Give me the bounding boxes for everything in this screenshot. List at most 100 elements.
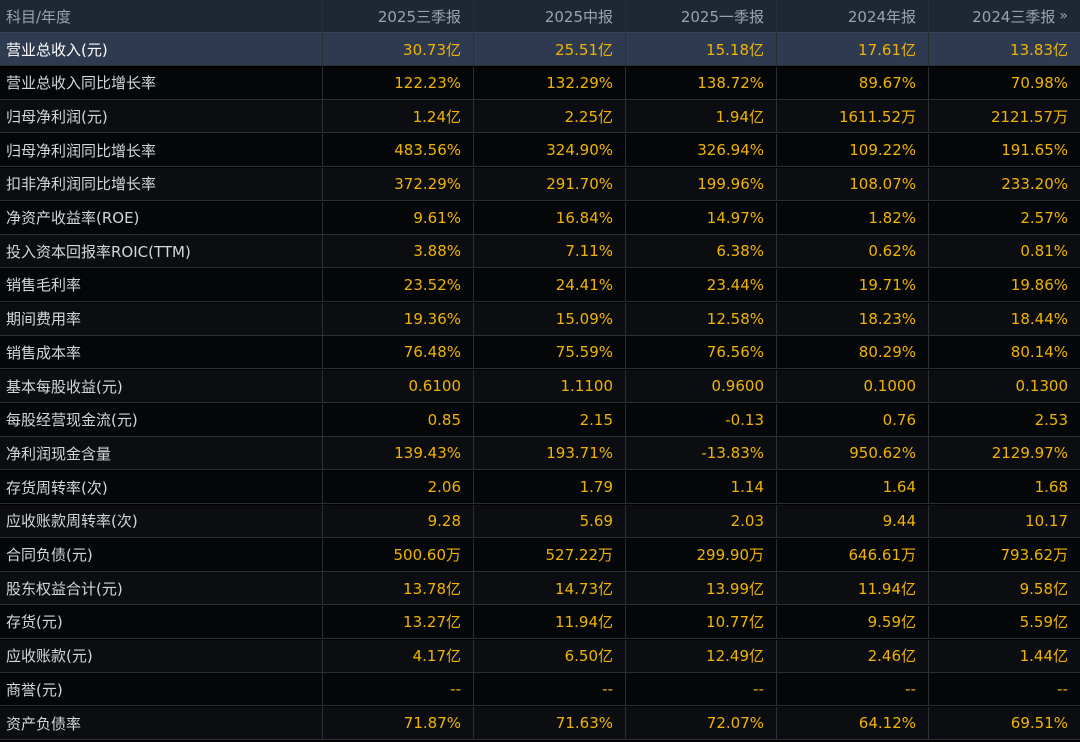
value-cell: 18.44%	[929, 302, 1080, 336]
value-cell: 15.18亿	[626, 33, 777, 66]
table-row[interactable]: 商誉(元) -- -- -- -- --	[0, 673, 1080, 707]
value-cell: 5.69	[474, 504, 626, 538]
value-cell: 1.68	[929, 471, 1080, 505]
value-cell: 1.82%	[777, 201, 929, 235]
table-row[interactable]: 应收账款(元) 4.17亿 6.50亿 12.49亿 2.46亿 1.44亿	[0, 639, 1080, 673]
value-cell: 10.77亿	[626, 605, 777, 639]
value-cell: 7.11%	[474, 235, 626, 269]
table-row[interactable]: 归母净利润(元) 1.24亿 2.25亿 1.94亿 1611.52万 2121.57万	[0, 100, 1080, 134]
value-cell: 0.62%	[777, 235, 929, 269]
value-cell: 6.38%	[626, 235, 777, 269]
value-cell: 1.44亿	[929, 639, 1080, 673]
value-cell: 1.24亿	[323, 100, 474, 134]
value-cell: --	[929, 673, 1080, 707]
value-cell: 2.46亿	[777, 639, 929, 673]
value-cell: 16.84%	[474, 201, 626, 235]
table-row[interactable]: 每股经营现金流(元) 0.85 2.15 -0.13 0.76 2.53	[0, 403, 1080, 437]
value-cell: 326.94%	[626, 134, 777, 168]
table-row[interactable]: 归母净利润同比增长率 483.56% 324.90% 326.94% 109.22% 19…	[0, 134, 1080, 168]
row-label: 股东权益合计(元)	[0, 572, 323, 606]
row-label: 商誉(元)	[0, 673, 323, 707]
value-cell: 64.12%	[777, 707, 929, 740]
value-cell: 13.99亿	[626, 572, 777, 606]
value-cell: 0.81%	[929, 235, 1080, 269]
value-cell: --	[323, 673, 474, 707]
value-cell: 9.28	[323, 504, 474, 538]
value-cell: 17.61亿	[777, 33, 929, 66]
column-header[interactable]: 2025中报	[474, 0, 626, 33]
table-row[interactable]: 合同负债(元) 500.60万 527.22万 299.90万 646.61万 793.6…	[0, 538, 1080, 572]
value-cell: 527.22万	[474, 538, 626, 572]
row-label: 销售毛利率	[0, 268, 323, 302]
value-cell: 2121.57万	[929, 100, 1080, 134]
column-header-label: 2024三季报	[972, 7, 1056, 26]
value-cell: 0.1000	[777, 370, 929, 403]
value-cell: 13.78亿	[323, 572, 474, 606]
table-row[interactable]: 股东权益合计(元) 13.78亿 14.73亿 13.99亿 11.94亿 9.58亿	[0, 572, 1080, 606]
row-label: 存货(元)	[0, 605, 323, 639]
table-row[interactable]: 存货(元) 13.27亿 11.94亿 10.77亿 9.59亿 5.59亿	[0, 605, 1080, 639]
column-header[interactable]: 2025三季报	[323, 0, 474, 33]
value-cell: 72.07%	[626, 707, 777, 740]
value-cell: 138.72%	[626, 66, 777, 100]
value-cell: 19.86%	[929, 268, 1080, 302]
value-cell: 80.29%	[777, 336, 929, 370]
value-cell: 30.73亿	[323, 33, 474, 66]
row-label: 归母净利润同比增长率	[0, 134, 323, 168]
value-cell: 109.22%	[777, 134, 929, 168]
table-row[interactable]: 销售成本率 76.48% 75.59% 76.56% 80.29% 80.14%	[0, 336, 1080, 370]
double-chevron-right-icon[interactable]: »	[1059, 8, 1068, 24]
value-cell: 793.62万	[929, 538, 1080, 572]
value-cell: 0.9600	[626, 370, 777, 403]
table-header-row: 科目/年度 2025三季报 2025中报 2025一季报 2024年报 2024…	[0, 0, 1080, 33]
value-cell: -0.13	[626, 403, 777, 437]
value-cell: 950.62%	[777, 437, 929, 471]
row-label: 期间费用率	[0, 302, 323, 336]
value-cell: 132.29%	[474, 66, 626, 100]
value-cell: 1.64	[777, 471, 929, 505]
value-cell: 80.14%	[929, 336, 1080, 370]
column-header[interactable]: 2025一季报	[626, 0, 777, 33]
table-row[interactable]: 扣非净利润同比增长率 372.29% 291.70% 199.96% 108.07% 23…	[0, 167, 1080, 201]
table-row[interactable]: 资产负债率 71.87% 71.63% 72.07% 64.12% 69.51%	[0, 707, 1080, 740]
row-label: 净资产收益率(ROE)	[0, 201, 323, 235]
table-row[interactable]: 期间费用率 19.36% 15.09% 12.58% 18.23% 18.44%	[0, 302, 1080, 336]
table-row[interactable]: 应收账款周转率(次) 9.28 5.69 2.03 9.44 10.17	[0, 504, 1080, 538]
value-cell: 2.03	[626, 504, 777, 538]
value-cell: -13.83%	[626, 437, 777, 471]
value-cell: 324.90%	[474, 134, 626, 168]
value-cell: 2.06	[323, 471, 474, 505]
value-cell: 3.88%	[323, 235, 474, 269]
value-cell: 19.36%	[323, 302, 474, 336]
table-row[interactable]: 净利润现金含量 139.43% 193.71% -13.83% 950.62% 2129.…	[0, 437, 1080, 471]
value-cell: 0.6100	[323, 370, 474, 403]
table-row[interactable]: 营业总收入(元) 30.73亿 25.51亿 15.18亿 17.61亿 13.83亿	[0, 33, 1080, 66]
table-row[interactable]: 投入资本回报率ROIC(TTM) 3.88% 7.11% 6.38% 0.62% 0.81…	[0, 235, 1080, 269]
value-cell: 2129.97%	[929, 437, 1080, 471]
value-cell: 13.83亿	[929, 33, 1080, 66]
column-header[interactable]: 2024年报	[777, 0, 929, 33]
value-cell: 4.17亿	[323, 639, 474, 673]
table-row[interactable]: 销售毛利率 23.52% 24.41% 23.44% 19.71% 19.86%	[0, 268, 1080, 302]
row-label: 应收账款周转率(次)	[0, 504, 323, 538]
value-cell: 15.09%	[474, 302, 626, 336]
column-header-last[interactable]: 2024三季报 »	[929, 0, 1080, 33]
value-cell: 1.14	[626, 471, 777, 505]
value-cell: 69.51%	[929, 707, 1080, 740]
value-cell: 122.23%	[323, 66, 474, 100]
row-label: 应收账款(元)	[0, 639, 323, 673]
table-row[interactable]: 基本每股收益(元) 0.6100 1.1100 0.9600 0.1000 0.1300	[0, 370, 1080, 403]
value-cell: 12.58%	[626, 302, 777, 336]
table-row[interactable]: 净资产收益率(ROE) 9.61% 16.84% 14.97% 1.82% 2.57%	[0, 201, 1080, 235]
value-cell: 108.07%	[777, 167, 929, 201]
value-cell: 233.20%	[929, 167, 1080, 201]
value-cell: 6.50亿	[474, 639, 626, 673]
row-label: 营业总收入(元)	[0, 33, 323, 66]
value-cell: 0.76	[777, 403, 929, 437]
table-row[interactable]: 营业总收入同比增长率 122.23% 132.29% 138.72% 89.67% 70.…	[0, 66, 1080, 100]
value-cell: 299.90万	[626, 538, 777, 572]
row-label: 基本每股收益(元)	[0, 370, 323, 403]
table-row[interactable]: 存货周转率(次) 2.06 1.79 1.14 1.64 1.68	[0, 471, 1080, 505]
row-label: 合同负债(元)	[0, 538, 323, 572]
